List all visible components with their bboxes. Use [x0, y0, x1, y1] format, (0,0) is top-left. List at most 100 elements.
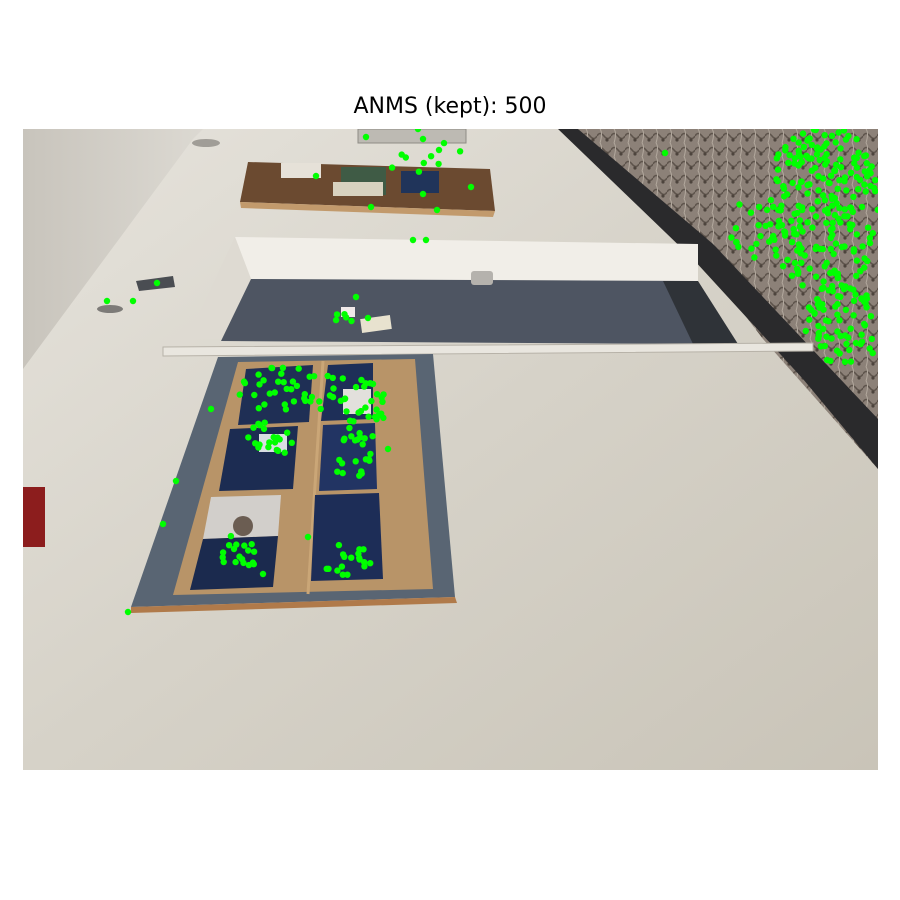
keypoint [820, 175, 827, 182]
keypoint [871, 177, 878, 184]
keypoint [834, 270, 841, 277]
keypoint [846, 285, 854, 292]
keypoint [869, 349, 876, 357]
keypoint [245, 561, 253, 569]
keypoint [241, 542, 248, 549]
keypoint [219, 549, 227, 556]
keypoint [791, 259, 799, 267]
keypoint [339, 469, 346, 477]
left-wall [23, 129, 203, 369]
keypoint [795, 162, 802, 169]
keypoint [797, 250, 805, 257]
keypoint [773, 252, 780, 259]
keypoint [850, 193, 857, 201]
keypoint [858, 203, 866, 211]
keypoint [335, 541, 343, 549]
keypoint [755, 203, 763, 211]
keypoint [355, 550, 362, 557]
keypoint [844, 213, 851, 220]
keypoint [380, 391, 387, 398]
keypoint [821, 132, 828, 139]
keypoint [339, 571, 346, 578]
keypoint [312, 172, 320, 180]
keypoint [832, 240, 840, 247]
keypoint [304, 533, 312, 541]
keypoint [832, 139, 839, 146]
keypoint [362, 404, 369, 411]
keypoint [804, 136, 812, 143]
keypoint [809, 224, 816, 231]
keypoint [159, 520, 167, 528]
ceiling-vent [357, 129, 467, 144]
keypoint [868, 335, 875, 343]
keypoint [827, 269, 834, 277]
keypoint [788, 238, 796, 246]
hallway-photo [23, 129, 878, 770]
keypoint [751, 254, 758, 261]
keypoint [823, 333, 830, 340]
keypoint [219, 554, 226, 561]
keypoint [867, 182, 874, 190]
keypoint [820, 278, 827, 285]
keypoint [288, 386, 295, 393]
keypoint [236, 553, 243, 560]
keypoint [767, 196, 775, 204]
keypoint [829, 219, 836, 226]
keypoint [290, 398, 298, 405]
keypoint [255, 405, 262, 412]
keypoint [858, 338, 866, 345]
keypoint [795, 139, 802, 146]
keypoint [129, 297, 137, 305]
keypoint [358, 376, 365, 384]
keypoint [864, 224, 872, 231]
keypoint [172, 477, 180, 485]
door-sticker-b [341, 307, 355, 317]
keypoint [316, 398, 323, 405]
keypoint [799, 282, 806, 289]
keypoint [834, 300, 841, 308]
keypoint [837, 145, 844, 152]
keypoint [798, 259, 805, 266]
keypoint [853, 272, 860, 280]
keypoint [806, 316, 813, 323]
keypoint [827, 226, 835, 234]
keypoint [853, 136, 860, 143]
keypoint [815, 173, 822, 180]
keypoint [346, 424, 353, 432]
keypoint [357, 434, 364, 441]
keypoint [365, 456, 372, 463]
keypoint [281, 449, 288, 456]
keypoint [414, 129, 422, 133]
keypoint [773, 176, 780, 183]
keypoint [812, 213, 820, 220]
keypoint [352, 458, 359, 465]
keypoint [836, 177, 843, 184]
keypoint [831, 167, 838, 174]
keypoint [847, 204, 854, 211]
keypoint [255, 444, 262, 451]
keypoint [820, 325, 827, 333]
keypoint [362, 133, 370, 141]
keypoint [255, 420, 262, 427]
keypoint [824, 206, 831, 213]
keypoint [796, 223, 803, 230]
keypoint [334, 567, 341, 574]
keypoint [774, 166, 782, 173]
keypoint [251, 391, 258, 399]
keypoint [798, 245, 805, 252]
keypoint [225, 542, 233, 549]
keypoint [837, 293, 844, 301]
keypoint [732, 225, 740, 232]
keypoint [427, 153, 435, 160]
keypoint [755, 222, 762, 229]
keypoint [271, 439, 279, 446]
keypoint [855, 149, 862, 156]
keypoint [781, 229, 789, 236]
keypoint [344, 571, 351, 578]
keypoint [356, 472, 363, 479]
keypoint [853, 257, 861, 264]
keypoint [823, 219, 830, 227]
keypoint [324, 372, 331, 380]
keypoint [806, 181, 813, 188]
keypoint [352, 293, 360, 301]
